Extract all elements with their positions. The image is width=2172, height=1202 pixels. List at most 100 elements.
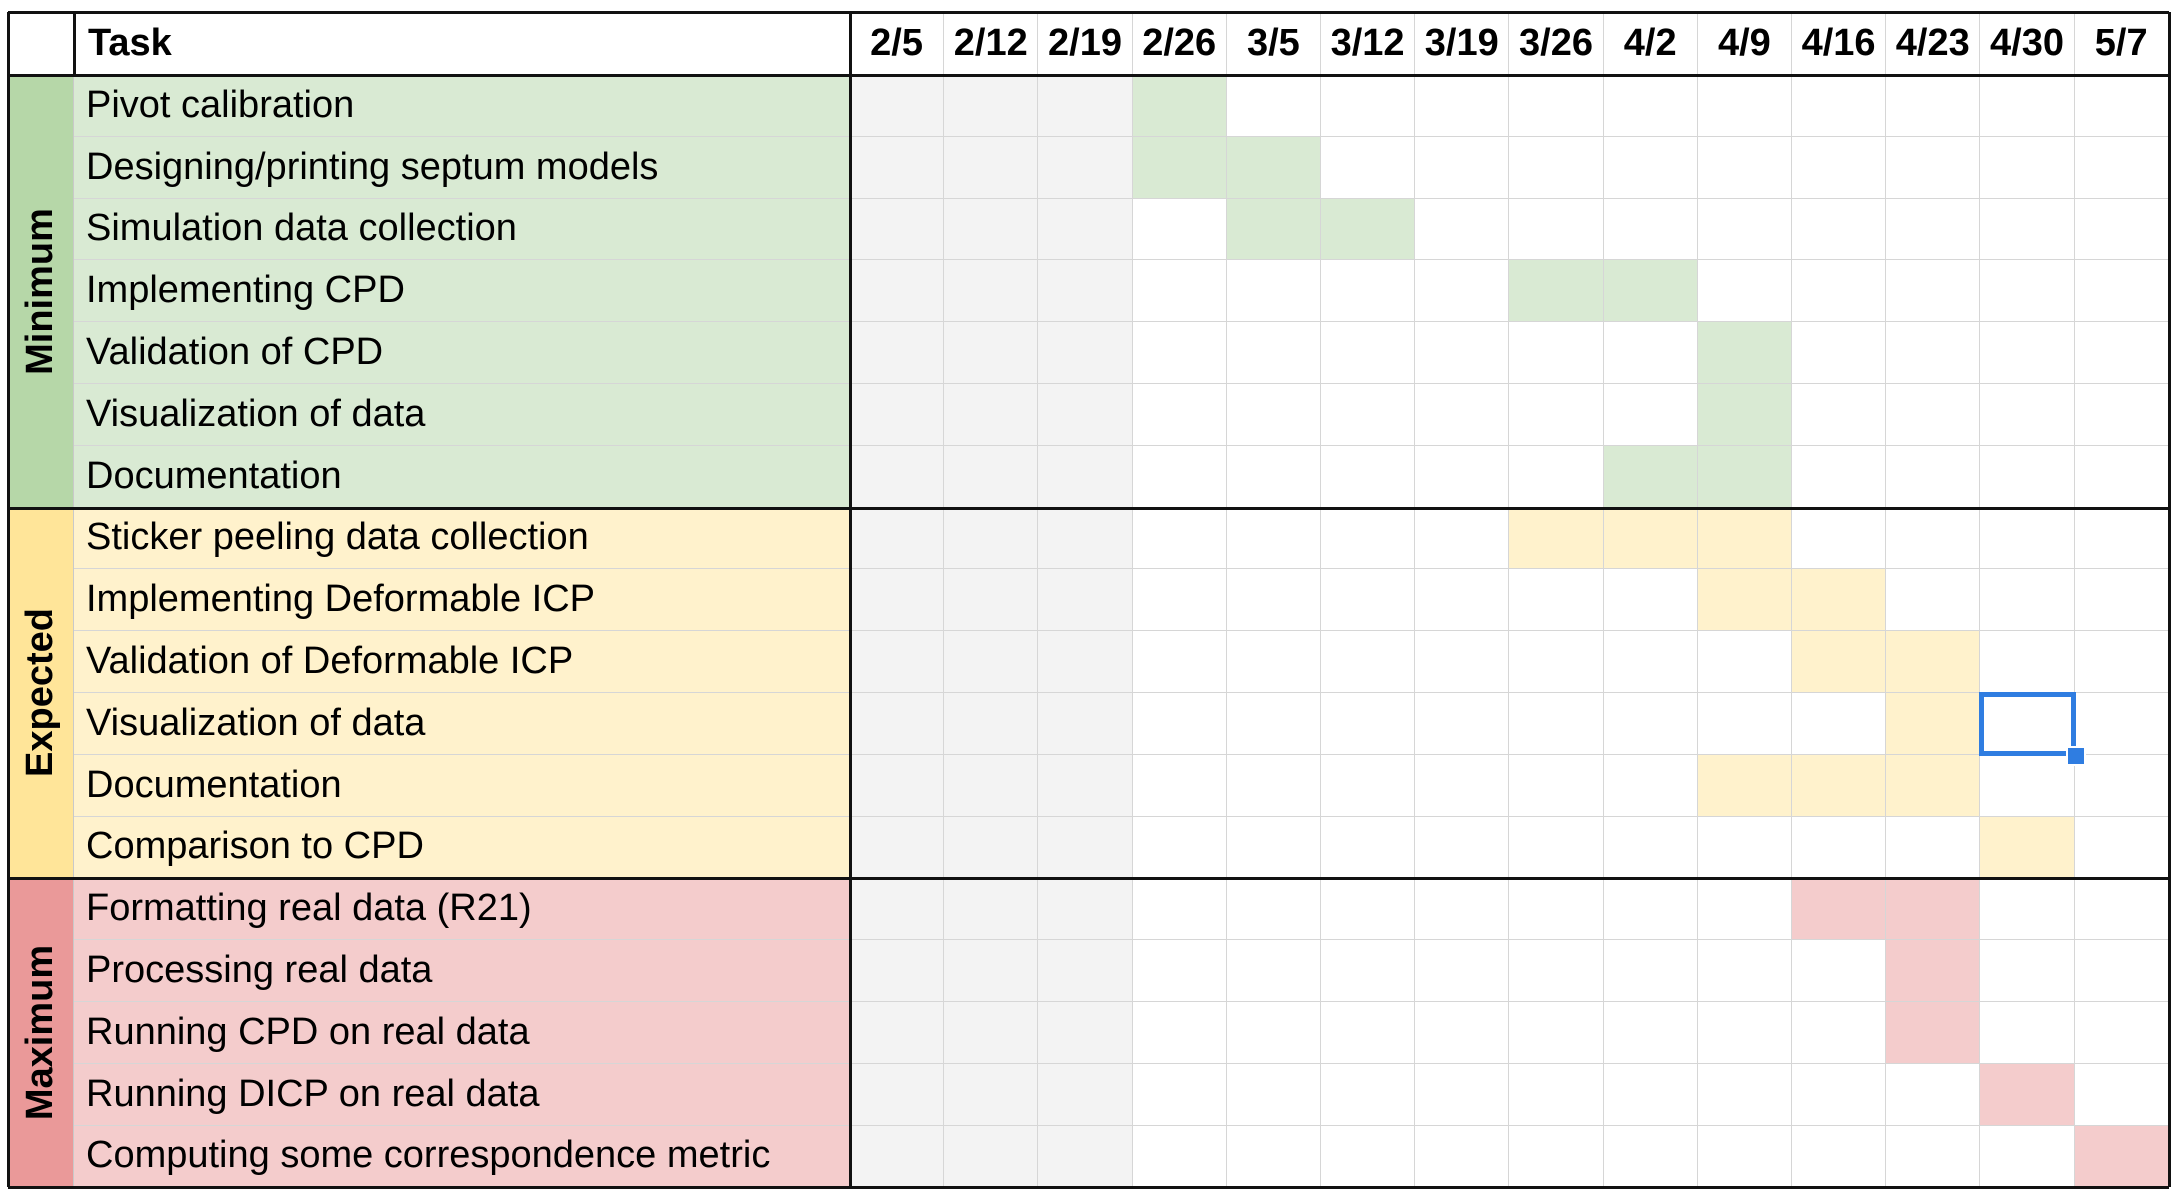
task-name-cell[interactable]: Designing/printing septum models	[74, 136, 850, 199]
scheduled-week-cell[interactable]	[1226, 198, 1321, 261]
week-cell[interactable]	[1697, 816, 1792, 879]
week-cell[interactable]	[2074, 878, 2169, 941]
group-label-maximum[interactable]: Maximum	[8, 878, 74, 1188]
week-cell[interactable]	[944, 260, 1039, 323]
week-cell[interactable]	[1321, 136, 1416, 199]
week-cell[interactable]	[1980, 1002, 2075, 1064]
task-name-cell[interactable]: Visualization of data	[74, 693, 850, 755]
week-cell[interactable]	[850, 878, 945, 941]
task-name-cell[interactable]: Sticker peeling data collection	[74, 507, 850, 570]
week-cell[interactable]	[1132, 754, 1227, 817]
scheduled-week-cell[interactable]	[1886, 1002, 1981, 1064]
task-name-cell[interactable]: Formatting real data (R21)	[74, 878, 850, 941]
week-cell[interactable]	[850, 507, 945, 570]
week-cell[interactable]	[850, 816, 945, 879]
week-cell[interactable]	[1603, 1002, 1698, 1064]
week-cell[interactable]	[2074, 384, 2169, 446]
week-cell[interactable]	[1697, 75, 1792, 137]
header-week-cell[interactable]: 3/5	[1226, 12, 1321, 75]
week-cell[interactable]	[1321, 1125, 1416, 1188]
week-cell[interactable]	[1038, 75, 1133, 137]
week-cell[interactable]	[1415, 75, 1510, 137]
week-cell[interactable]	[1509, 631, 1604, 693]
week-cell[interactable]	[1415, 198, 1510, 261]
week-cell[interactable]	[944, 569, 1039, 632]
week-cell[interactable]	[1980, 878, 2075, 941]
week-cell[interactable]	[1226, 1063, 1321, 1126]
scheduled-week-cell[interactable]	[1792, 631, 1887, 693]
week-cell[interactable]	[2074, 569, 2169, 632]
week-cell[interactable]	[1509, 445, 1604, 508]
week-cell[interactable]	[944, 198, 1039, 261]
week-cell[interactable]	[1321, 445, 1416, 508]
header-week-cell[interactable]: 4/30	[1980, 12, 2075, 75]
week-cell[interactable]	[1697, 198, 1792, 261]
week-cell[interactable]	[1226, 384, 1321, 446]
week-cell[interactable]	[1792, 1125, 1887, 1188]
week-cell[interactable]	[2074, 693, 2169, 755]
week-cell[interactable]	[1226, 693, 1321, 755]
week-cell[interactable]	[944, 940, 1039, 1002]
week-cell[interactable]	[1038, 631, 1133, 693]
header-corner-cell[interactable]	[8, 12, 74, 75]
week-cell[interactable]	[1980, 322, 2075, 384]
task-name-cell[interactable]: Implementing Deformable ICP	[74, 569, 850, 632]
scheduled-week-cell[interactable]	[1509, 507, 1604, 570]
week-cell[interactable]	[1415, 569, 1510, 632]
week-cell[interactable]	[1886, 445, 1981, 508]
week-cell[interactable]	[850, 1002, 945, 1064]
week-cell[interactable]	[850, 136, 945, 199]
week-cell[interactable]	[1792, 816, 1887, 879]
week-cell[interactable]	[1886, 507, 1981, 570]
week-cell[interactable]	[1038, 445, 1133, 508]
week-cell[interactable]	[1603, 384, 1698, 446]
week-cell[interactable]	[1226, 507, 1321, 570]
week-cell[interactable]	[850, 631, 945, 693]
week-cell[interactable]	[1038, 1002, 1133, 1064]
week-cell[interactable]	[1226, 631, 1321, 693]
week-cell[interactable]	[1697, 1063, 1792, 1126]
week-cell[interactable]	[1980, 940, 2075, 1002]
week-cell[interactable]	[1792, 1002, 1887, 1064]
week-cell[interactable]	[1603, 198, 1698, 261]
week-cell[interactable]	[1697, 693, 1792, 755]
week-cell[interactable]	[1792, 75, 1887, 137]
week-cell[interactable]	[1697, 136, 1792, 199]
header-week-cell[interactable]: 2/26	[1132, 12, 1227, 75]
week-cell[interactable]	[1415, 878, 1510, 941]
week-cell[interactable]	[1509, 136, 1604, 199]
week-cell[interactable]	[850, 445, 945, 508]
week-cell[interactable]	[1886, 569, 1981, 632]
week-cell[interactable]	[1886, 816, 1981, 879]
week-cell[interactable]	[1980, 631, 2075, 693]
scheduled-week-cell[interactable]	[1792, 569, 1887, 632]
week-cell[interactable]	[1886, 75, 1981, 137]
week-cell[interactable]	[944, 754, 1039, 817]
header-week-cell[interactable]: 3/19	[1415, 12, 1510, 75]
scheduled-week-cell[interactable]	[2074, 1125, 2169, 1188]
week-cell[interactable]	[1415, 260, 1510, 323]
week-cell[interactable]	[850, 940, 945, 1002]
week-cell[interactable]	[1415, 1063, 1510, 1126]
scheduled-week-cell[interactable]	[1132, 136, 1227, 199]
header-week-cell[interactable]: 2/19	[1038, 12, 1133, 75]
week-cell[interactable]	[1509, 322, 1604, 384]
scheduled-week-cell[interactable]	[1886, 754, 1981, 817]
week-cell[interactable]	[1321, 940, 1416, 1002]
week-cell[interactable]	[1226, 260, 1321, 323]
week-cell[interactable]	[1697, 940, 1792, 1002]
week-cell[interactable]	[1980, 1125, 2075, 1188]
week-cell[interactable]	[1603, 878, 1698, 941]
week-cell[interactable]	[1792, 260, 1887, 323]
week-cell[interactable]	[850, 1125, 945, 1188]
week-cell[interactable]	[944, 75, 1039, 137]
week-cell[interactable]	[1132, 1002, 1227, 1064]
week-cell[interactable]	[1697, 260, 1792, 323]
week-cell[interactable]	[1321, 569, 1416, 632]
week-cell[interactable]	[1132, 507, 1227, 570]
week-cell[interactable]	[1415, 631, 1510, 693]
week-cell[interactable]	[1886, 136, 1981, 199]
week-cell[interactable]	[2074, 816, 2169, 879]
week-cell[interactable]	[1321, 75, 1416, 137]
week-cell[interactable]	[2074, 1002, 2169, 1064]
